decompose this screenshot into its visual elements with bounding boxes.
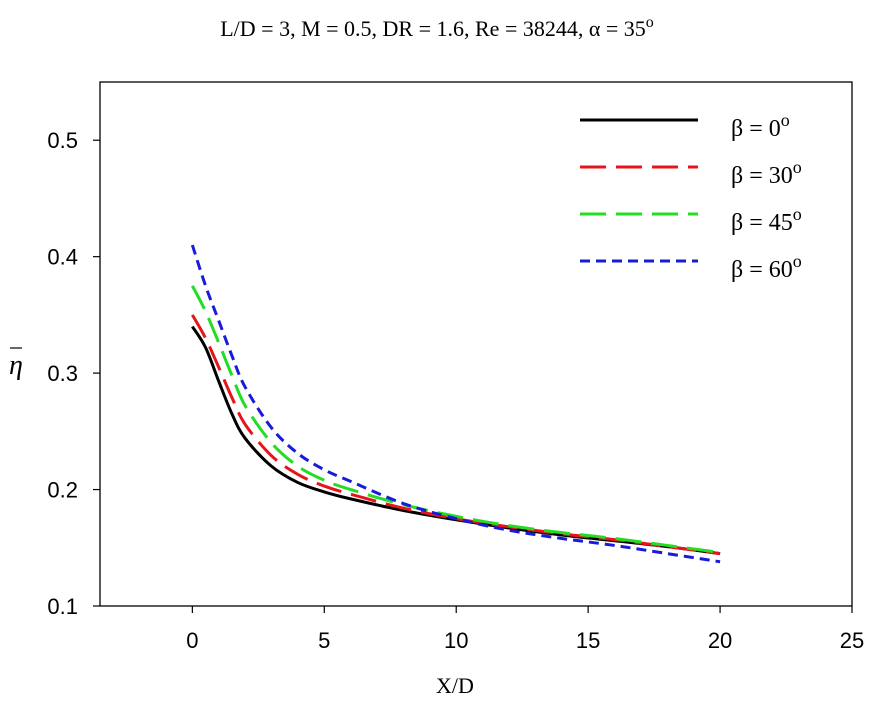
x-tick-label: 20 [708,628,732,653]
chart-title-superscript: o [646,14,654,31]
y-axis: 0.1 0.2 0.3 0.4 0.5 [47,128,100,619]
legend-label-superscript: o [793,251,802,271]
x-tick-label: 25 [840,628,864,653]
legend-label: β = 30o [731,157,802,189]
y-tick-label: 0.2 [47,478,78,503]
y-tick-label: 0.4 [47,245,78,270]
legend-label-superscript: o [793,157,802,177]
x-tick-label: 10 [444,628,468,653]
legend-label: β = 45o [731,204,802,236]
plot-area [99,81,853,607]
x-tick-label: 5 [318,628,330,653]
legend-label: β = 60o [731,251,802,283]
legend-label-superscript: o [793,204,802,224]
legend-label-text: β = 60 [731,257,793,283]
series-line [190,244,721,564]
legend-label-text: β = 30 [731,163,793,189]
x-axis: 0 5 10 15 20 25 [186,606,864,653]
chart-title: L/D = 3, M = 0.5, DR = 1.6, Re = 38244, … [220,14,654,41]
legend-label: β = 0o [731,110,790,142]
y-tick-label: 0.5 [47,128,78,153]
legend-label-text: β = 0 [731,116,781,142]
legend-label-superscript: o [781,110,790,130]
x-axis-label: X/D [436,673,474,698]
x-tick-label: 15 [576,628,600,653]
y-tick-label: 0.3 [47,361,78,386]
series-line [191,285,721,554]
y-axis-label: η [9,350,23,381]
y-tick-label: 0.1 [47,594,78,619]
legend-label-text: β = 45 [731,210,793,236]
chart-title-text: L/D = 3, M = 0.5, DR = 1.6, Re = 38244, … [220,16,646,41]
series-lines [190,244,721,564]
y-axis-label-group: η [9,347,23,381]
x-tick-label: 0 [186,628,198,653]
